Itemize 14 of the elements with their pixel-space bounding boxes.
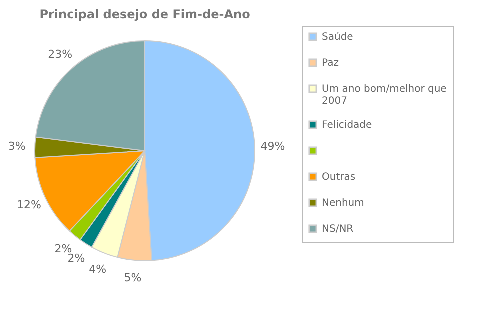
legend-label: Um ano bom/melhor que 2007 [322, 84, 447, 107]
data-label: 5% [124, 271, 142, 284]
legend-label: Saúde [322, 32, 354, 43]
data-label: 4% [89, 263, 107, 276]
data-label: 12% [16, 198, 42, 212]
legend-label: Nenhum [322, 198, 364, 209]
legend-label: Outras [322, 172, 356, 183]
chart-title: Principal desejo de Fim-de-Ano [40, 8, 250, 22]
data-label: 49% [260, 140, 286, 153]
legend-label: NS/NR [322, 224, 354, 235]
legend-label: Paz [322, 58, 339, 69]
data-label: 3% [8, 140, 26, 153]
legend-label: Felicidade [322, 120, 372, 131]
data-label: 23% [48, 48, 73, 61]
